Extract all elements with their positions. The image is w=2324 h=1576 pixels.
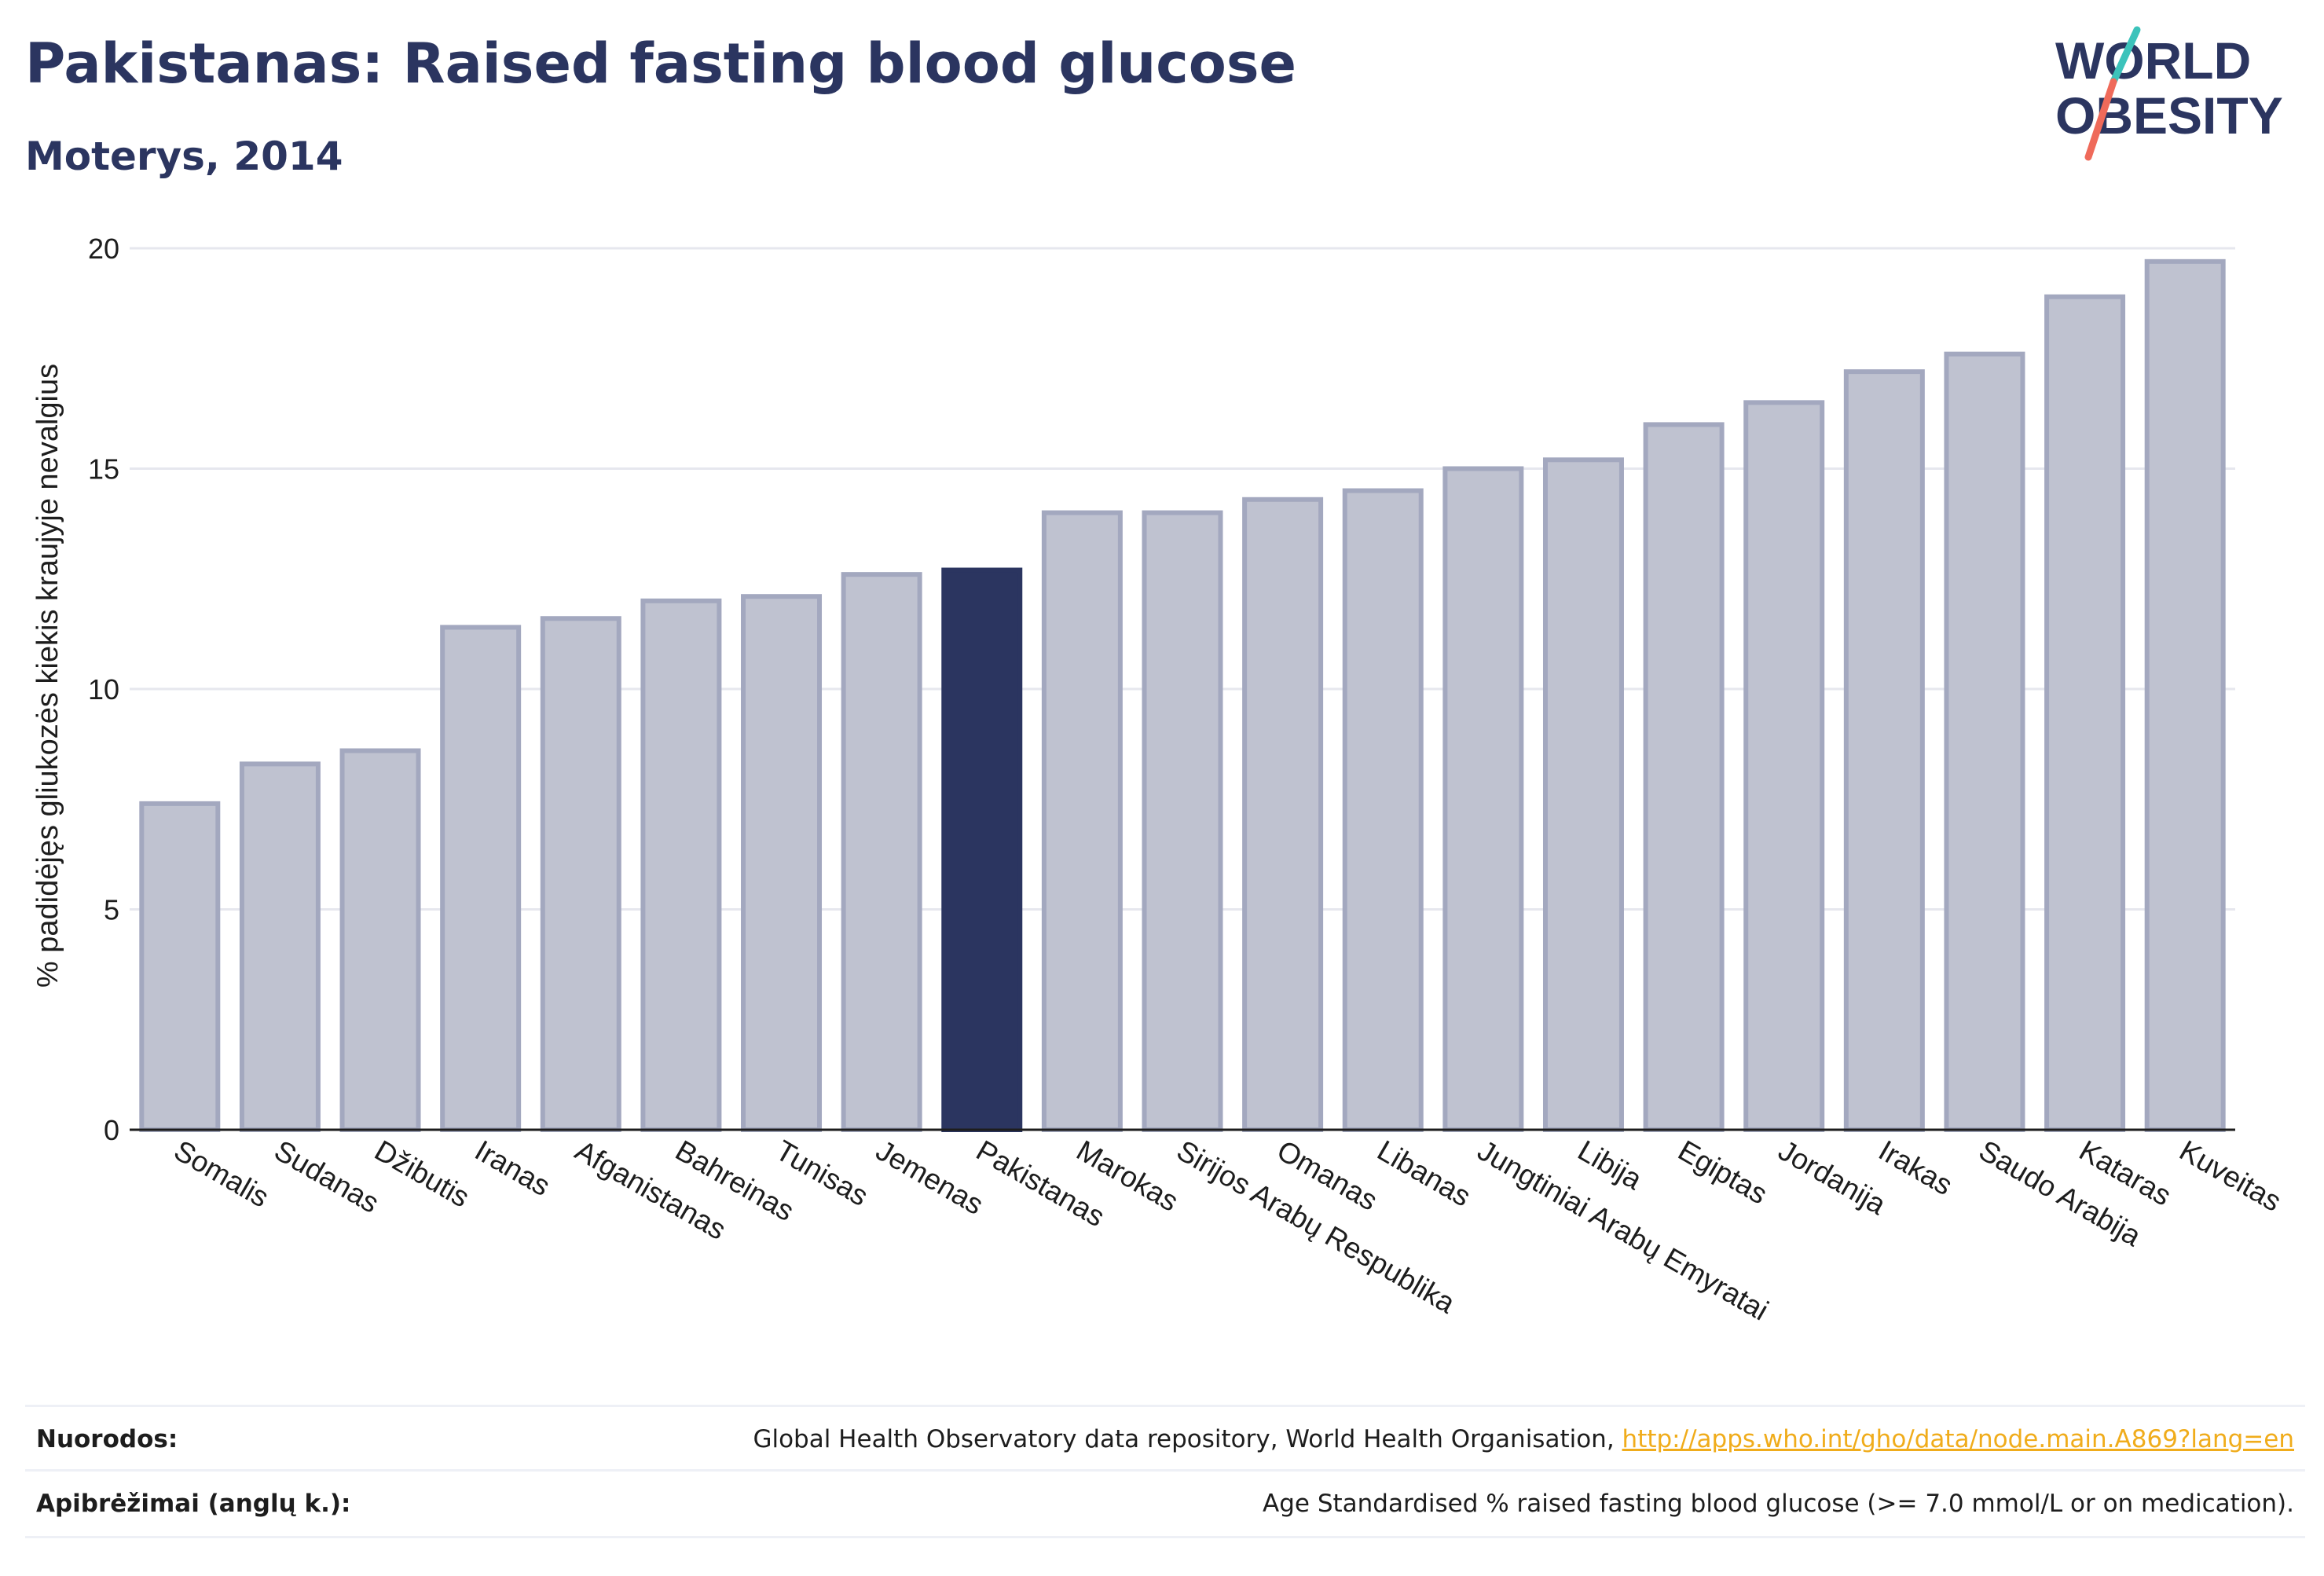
logo-slash-teal xyxy=(2110,26,2141,86)
bar-afganistanas xyxy=(540,616,621,1132)
bar-jungtiniai-arabų-emyratai xyxy=(1442,466,1524,1132)
bar-kataras xyxy=(2044,294,2126,1133)
chart-subtitle: Moterys, 2014 xyxy=(25,134,343,179)
x-category-label: Egiptas xyxy=(1673,1134,1772,1210)
bar-jordanija xyxy=(1743,400,1825,1132)
bar-somalis xyxy=(139,801,221,1132)
bar-pakistanas xyxy=(941,567,1023,1132)
bar-libanas xyxy=(1342,488,1424,1132)
x-category-label: Iranas xyxy=(470,1134,556,1202)
x-category-label: Kuveitas xyxy=(2174,1134,2286,1217)
bar-kuveitas xyxy=(2144,258,2226,1133)
bar-tunisas xyxy=(741,594,823,1132)
y-axis-label: % padidėjęs gliukozės kiekis kraujyje ne… xyxy=(31,364,64,988)
bars xyxy=(139,258,2226,1133)
definitions-label: Apibrėžimai (anglų k.): xyxy=(36,1490,351,1518)
bar-marokas xyxy=(1041,510,1123,1132)
bar-libija xyxy=(1542,457,1624,1132)
y-tick-label: 15 xyxy=(88,453,119,486)
world-obesity-logo: WORLD OBESITY xyxy=(2055,26,2283,161)
x-category-label: Džibutis xyxy=(369,1134,475,1213)
x-category-label: Somalis xyxy=(169,1134,274,1213)
x-category-label: Jordanija xyxy=(1773,1134,1892,1221)
x-category-label: Jemenas xyxy=(871,1134,989,1221)
sources-row: Nuorodos: Global Health Observatory data… xyxy=(25,1405,2305,1472)
bar-bahreinas xyxy=(640,598,722,1132)
x-category-label: Libanas xyxy=(1372,1134,1476,1212)
y-tick-label: 20 xyxy=(88,233,119,265)
sources-value: Global Health Observatory data repositor… xyxy=(753,1425,2305,1453)
bar-sudanas xyxy=(239,761,321,1132)
y-tick-label: 10 xyxy=(88,673,119,706)
x-category-label: Libija xyxy=(1572,1134,1648,1196)
logo-line1: WORLD xyxy=(2055,31,2251,90)
bar-sirijos-arabų-respublika xyxy=(1142,510,1223,1132)
sources-link[interactable]: http://apps.who.int/gho/data/node.main.A… xyxy=(1622,1425,2294,1453)
sources-text: Global Health Observatory data repositor… xyxy=(753,1425,1622,1453)
logo-slash-coral xyxy=(2084,78,2117,161)
bar-iranas xyxy=(440,625,522,1132)
x-category-label: Sudanas xyxy=(269,1134,384,1219)
sources-label: Nuorodos: xyxy=(36,1425,178,1453)
bar-jemenas xyxy=(841,572,922,1132)
y-tick-label: 0 xyxy=(104,1114,119,1146)
y-tick-label: 5 xyxy=(104,894,119,926)
bar-džibutis xyxy=(339,748,421,1132)
bar-saudo-arabija xyxy=(1944,351,2025,1132)
bar-egiptas xyxy=(1643,422,1725,1132)
bar-omanas xyxy=(1242,497,1324,1132)
definitions-text: Age Standardised % raised fasting blood … xyxy=(1263,1490,2294,1518)
y-ticks: 0 5 10 15 20 xyxy=(88,233,119,1146)
bar-irakas xyxy=(1843,369,1925,1132)
chart-title: Pakistanas: Raised fasting blood glucose xyxy=(25,31,1296,96)
definitions-row: Apibrėžimai (anglų k.): Age Standardised… xyxy=(25,1469,2305,1538)
